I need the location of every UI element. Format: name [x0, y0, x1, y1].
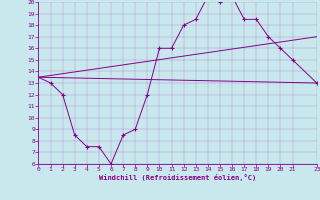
- X-axis label: Windchill (Refroidissement éolien,°C): Windchill (Refroidissement éolien,°C): [99, 174, 256, 181]
